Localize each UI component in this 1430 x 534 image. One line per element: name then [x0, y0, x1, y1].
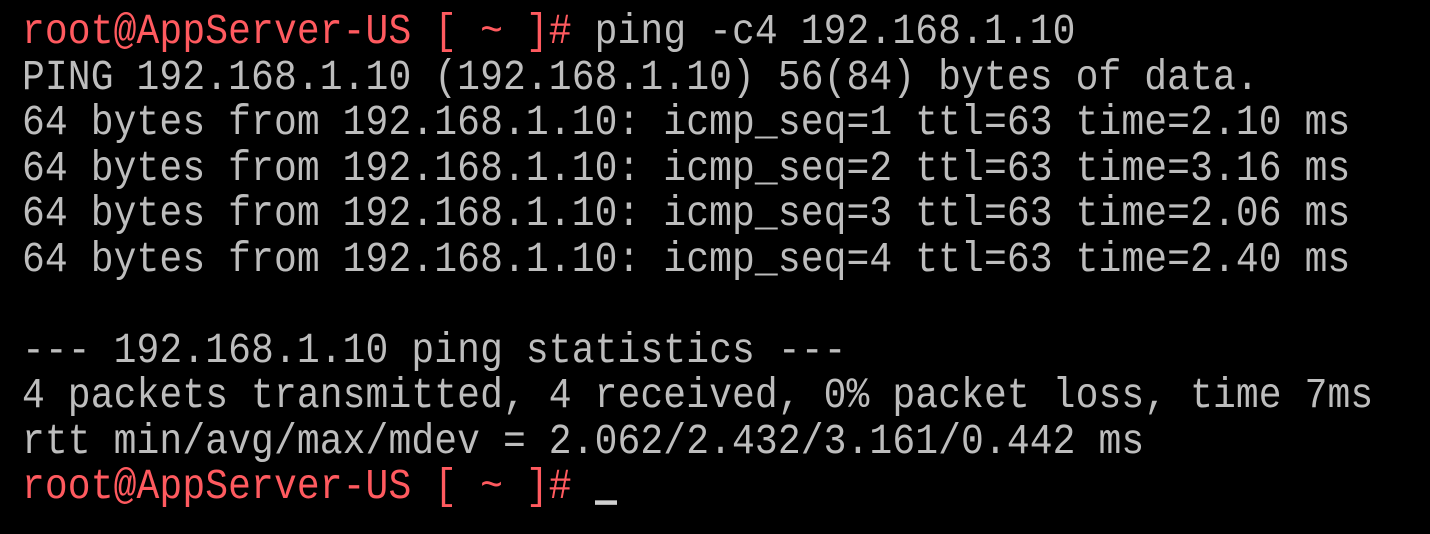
output-line: 64 bytes from 192.168.1.10: icmp_seq=1 t… — [22, 99, 1351, 148]
command-text: ping -c4 192.168.1.10 — [571, 8, 1076, 57]
shell-prompt: root@AppServer-US [ ~ ]# — [22, 8, 572, 57]
output-line: PING 192.168.1.10 (192.168.1.10) 56(84) … — [22, 53, 1259, 103]
output-line — [22, 280, 1373, 331]
output-line: rtt min/avg/max/mdev = 2.062/2.432/3.161… — [22, 417, 1145, 467]
shell-prompt: root@AppServer-US [ ~ ]# — [22, 463, 572, 512]
output-line: 64 bytes from 192.168.1.10: icmp_seq=4 t… — [22, 235, 1351, 285]
output-line: 64 bytes from 192.168.1.10: icmp_seq=3 t… — [22, 190, 1351, 239]
terminal-window[interactable]: root@AppServer-US [ ~ ]# ping -c4 192.16… — [22, 7, 1374, 513]
output-line: 64 bytes from 192.168.1.10: icmp_seq=2 t… — [22, 144, 1351, 194]
command-line: root@AppServer-US [ ~ ]# ping -c4 192.16… — [22, 7, 1373, 58]
output-line: 4 packets transmitted, 4 received, 0% pa… — [22, 372, 1374, 421]
output-line: --- 192.168.1.10 ping statistics --- — [22, 326, 847, 376]
text-cursor — [594, 500, 617, 505]
input-line[interactable]: root@AppServer-US [ ~ ]# — [22, 462, 1373, 513]
